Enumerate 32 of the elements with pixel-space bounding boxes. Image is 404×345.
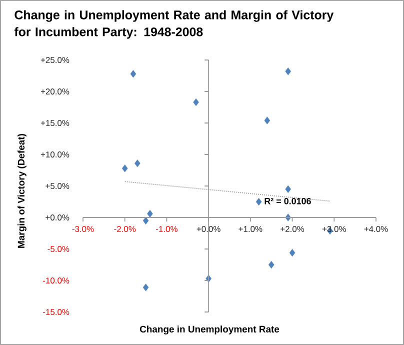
point xyxy=(142,284,149,292)
x-tick-label: -1.0% xyxy=(156,226,178,232)
point xyxy=(130,70,136,78)
y-tick-label: +5.0% xyxy=(46,183,70,189)
x-tick-label: +2.0% xyxy=(280,226,304,232)
point xyxy=(134,160,140,168)
x-tick-label: +0.0% xyxy=(196,226,220,232)
y-tick-label: +10.0% xyxy=(40,152,70,158)
annotation: R² = 0.0106 xyxy=(264,198,311,204)
y-tick-label: +20.0% xyxy=(40,88,70,94)
point xyxy=(256,198,262,206)
y-tick-label: +25.0% xyxy=(40,57,70,63)
y-tick-label: -5.0% xyxy=(48,246,70,252)
point xyxy=(193,98,199,106)
x-tick-label: +4.0% xyxy=(364,226,388,232)
y-tick-label: +15.0% xyxy=(40,120,70,126)
point xyxy=(147,210,153,218)
x-axis-title: Change in Unemployment Rate xyxy=(140,326,280,334)
y-tick-label: -15.0% xyxy=(43,309,70,315)
point xyxy=(122,164,128,172)
y-tick-label: -10.0% xyxy=(43,278,70,284)
x-tick-label: -2.0% xyxy=(114,226,136,232)
point xyxy=(285,185,291,193)
point xyxy=(285,68,291,76)
point xyxy=(264,116,270,124)
x-tick-label: -3.0% xyxy=(72,226,94,232)
chart-title: Change in Unemployment Rate and Margin of Victory for Incumbent Party: 1948-2008 xyxy=(14,10,334,39)
point xyxy=(289,248,296,257)
y-tick-label: +0.0% xyxy=(46,214,70,220)
point xyxy=(268,260,274,269)
x-tick-label: +1.0% xyxy=(238,226,262,232)
y-axis-title: Margin of Victory (Defeat) xyxy=(18,134,26,248)
